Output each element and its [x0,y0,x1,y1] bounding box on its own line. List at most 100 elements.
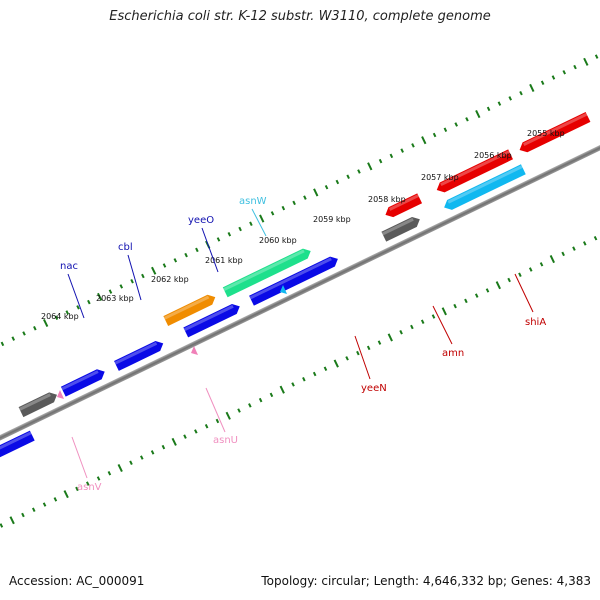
inner-tick [302,376,306,382]
outer-tick [33,325,37,331]
gene-arrow[interactable] [442,164,526,212]
inner-tick [453,303,457,309]
outer-tick [0,341,5,347]
kbp-label: 2062 kbp [151,275,189,284]
gene-leader-line [251,208,267,237]
inner-tick [356,350,360,356]
inner-tick [269,392,274,398]
outer-tick [303,195,307,200]
gene-label[interactable]: shiA [525,317,546,328]
gene-arrow-highlight [223,249,305,291]
inner-tick [63,490,69,499]
inner-tick [86,481,90,486]
outer-tick [108,289,113,294]
outer-tick [583,57,589,66]
trna-marker[interactable] [57,390,64,399]
gene-arrow[interactable] [60,367,107,397]
gene-arrow-highlight [61,370,99,391]
gene-arrow[interactable] [163,292,217,326]
gene-leader-line [67,273,85,319]
outer-tick [216,237,221,242]
inner-tick [140,455,144,460]
gene-label[interactable]: asnV [77,482,102,493]
gene-arrow-body [18,392,57,418]
gene-leader-line [514,273,534,313]
gene-arrow-body [0,430,35,460]
outer-tick [162,263,167,268]
gene-label[interactable]: yeeO [188,215,214,226]
inner-tick [431,314,436,319]
outer-tick [173,258,178,263]
gene-arrow[interactable] [18,390,60,418]
outer-tick [454,122,458,127]
gene-label[interactable]: amn [442,348,464,359]
inner-tick [204,423,209,429]
trna-marker[interactable] [191,346,198,355]
inner-tick [323,366,328,372]
gene-arrow-body [222,248,311,298]
gene-arrow[interactable] [222,246,313,298]
kbp-label: 2059 kbp [313,215,351,224]
outer-tick [11,336,16,341]
outer-tick [594,54,599,59]
inner-tick [150,450,155,455]
gene-arrow-highlight [440,150,510,187]
gene-arrow[interactable] [114,338,166,371]
kbp-label: 2055 kbp [527,129,565,138]
trna-marker[interactable] [280,285,287,294]
inner-tick [366,345,371,351]
inner-tick [279,385,285,394]
outer-tick [432,132,437,138]
gene-label[interactable]: yeeN [361,383,387,394]
gene-label[interactable]: nac [60,261,78,272]
inner-tick [258,397,263,403]
outer-tick [65,310,70,315]
gene-leader-line [201,227,219,273]
inner-tick [549,255,555,264]
gene-arrow-highlight [163,295,210,320]
kbp-label: 2061 kbp [205,256,243,265]
gene-arrow[interactable] [517,111,591,155]
inner-tick [291,382,295,387]
inner-tick [117,463,123,473]
outer-tick [497,101,502,106]
gene-arrow[interactable] [381,214,422,242]
inner-tick [9,516,15,525]
inner-tick [237,408,241,413]
inner-tick [410,324,414,330]
inner-tick [53,497,58,502]
gene-label[interactable]: asnU [213,435,238,446]
inner-tick [495,281,501,290]
gene-arrow[interactable] [249,254,340,306]
outer-tick [529,83,535,93]
gene-features [0,111,591,463]
gene-arrow-body [163,294,216,326]
outer-tick [465,117,469,122]
gene-arrow[interactable] [183,301,242,338]
gene-arrow[interactable] [434,149,513,195]
outer-tick [551,75,556,80]
gene-leader-line [354,335,371,380]
inner-tick [345,356,349,361]
inner-tick [215,418,220,424]
gene-arrow-highlight [523,112,588,147]
inner-tick [96,476,101,481]
outer-tick [540,80,545,85]
gene-arrow[interactable] [383,193,423,219]
inner-tick [582,241,587,246]
gene-leader-line [127,254,142,301]
inner-tick [21,512,25,518]
gene-leader-line [205,387,226,433]
gene-label[interactable]: cbl [118,242,133,253]
inner-tick [474,293,479,298]
gene-arrow-highlight [447,165,523,204]
outer-tick [443,127,448,132]
outer-tick [400,148,404,153]
genome-backbone [0,74,600,515]
gene-arrow[interactable] [0,430,35,463]
gene-label[interactable]: asnW [239,196,267,207]
outer-tick [43,318,49,328]
gene-arrow-highlight [19,393,51,411]
